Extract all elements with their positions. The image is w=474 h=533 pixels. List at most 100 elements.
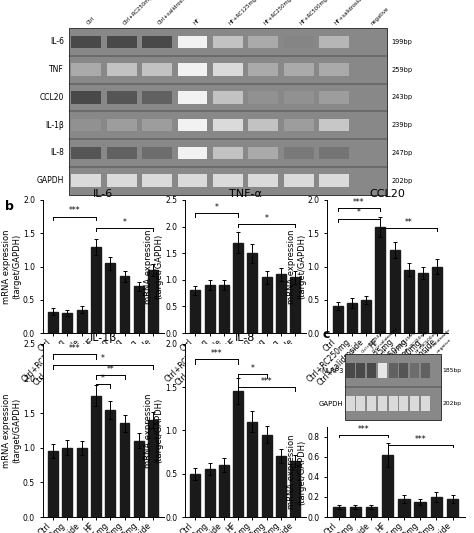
Bar [77, 310, 87, 333]
Bar [105, 409, 115, 517]
Bar [347, 303, 357, 333]
Text: 185bp: 185bp [443, 368, 462, 373]
Bar [63, 448, 73, 517]
Bar [72, 91, 101, 103]
Bar [248, 147, 278, 159]
Text: 243bp: 243bp [392, 94, 413, 100]
Bar [69, 28, 387, 195]
Text: Ctrl: Ctrl [86, 16, 97, 26]
Y-axis label: mRNA expression
(target/GAPDH): mRNA expression (target/GAPDH) [286, 435, 306, 509]
Text: IL-6: IL-6 [50, 37, 64, 46]
Bar [233, 243, 243, 333]
Text: 202bp: 202bp [443, 401, 462, 406]
Text: HF: HF [192, 18, 201, 26]
Bar [389, 396, 398, 411]
Bar [420, 363, 429, 378]
Bar [48, 451, 58, 517]
Bar [284, 36, 313, 48]
Bar [119, 423, 129, 517]
Bar [367, 363, 376, 378]
Bar [134, 287, 144, 333]
Bar [213, 36, 243, 48]
Text: HF+RC500mg: HF+RC500mg [414, 329, 439, 353]
Bar [91, 395, 101, 517]
Text: Ctrl+RC250mg: Ctrl+RC250mg [122, 0, 154, 26]
Text: CCL20: CCL20 [40, 93, 64, 102]
Bar [63, 313, 73, 333]
Text: *: * [250, 364, 255, 373]
Bar [375, 227, 385, 333]
Text: Ctrl: Ctrl [350, 345, 359, 353]
Text: GAPDH: GAPDH [36, 176, 64, 185]
Bar [333, 507, 345, 517]
Text: HF+RC500mg: HF+RC500mg [299, 0, 328, 26]
Text: **: ** [405, 218, 413, 227]
Text: HF+RC125mg: HF+RC125mg [393, 329, 418, 353]
Bar [213, 119, 243, 132]
Text: ***: *** [69, 206, 81, 215]
Bar [142, 63, 172, 76]
Bar [72, 174, 101, 187]
Text: 202bp: 202bp [392, 177, 413, 184]
Bar [398, 499, 410, 517]
Text: Ctrl+salidroside: Ctrl+salidroside [372, 326, 399, 353]
Bar [382, 455, 393, 517]
Bar [410, 363, 419, 378]
Bar [418, 273, 428, 333]
Text: negative: negative [436, 337, 452, 353]
Bar [178, 63, 207, 76]
Y-axis label: mRNA expression
(target/GAPDH): mRNA expression (target/GAPDH) [144, 229, 164, 304]
Bar [432, 266, 442, 333]
Title: IL-6: IL-6 [93, 189, 113, 199]
Text: ***: *** [414, 435, 426, 444]
Bar [142, 36, 172, 48]
Bar [404, 270, 414, 333]
Bar [178, 91, 207, 103]
Text: GAPDH: GAPDH [319, 400, 344, 407]
Bar [420, 396, 429, 411]
Bar [366, 507, 377, 517]
Text: IL-8: IL-8 [50, 148, 64, 157]
Bar [319, 63, 349, 76]
Y-axis label: mRNA expression
(target/GAPDH): mRNA expression (target/GAPDH) [286, 229, 306, 304]
Bar [356, 363, 365, 378]
Bar [105, 263, 115, 333]
Bar [107, 119, 137, 132]
Text: HF+RC250mg: HF+RC250mg [263, 0, 293, 26]
Bar [248, 174, 278, 187]
Text: 199bp: 199bp [392, 39, 412, 45]
Text: HF+RC250mg: HF+RC250mg [404, 329, 428, 353]
Bar [290, 461, 300, 517]
Bar [142, 91, 172, 103]
Bar [248, 119, 278, 132]
Text: HF+salidroside: HF+salidroside [334, 0, 366, 26]
Bar [248, 63, 278, 76]
Bar [233, 391, 243, 517]
Text: ***: *** [357, 425, 369, 434]
Bar [276, 456, 286, 517]
Bar [205, 470, 215, 517]
Bar [107, 36, 137, 48]
Text: ***: *** [211, 349, 223, 358]
Bar [219, 465, 229, 517]
Text: ***: *** [261, 377, 273, 386]
Bar [107, 147, 137, 159]
Title: CCL20: CCL20 [370, 189, 405, 199]
Text: *: * [101, 374, 105, 383]
Bar [367, 396, 376, 411]
Bar [284, 63, 313, 76]
Bar [345, 354, 441, 420]
Bar [390, 250, 400, 333]
Text: *: * [265, 214, 269, 223]
Bar [333, 306, 343, 333]
Text: HF: HF [383, 346, 389, 353]
Bar [319, 174, 349, 187]
Text: 239bp: 239bp [392, 122, 413, 128]
Bar [72, 119, 101, 132]
Bar [178, 36, 207, 48]
Text: **: ** [106, 365, 114, 374]
Bar [142, 174, 172, 187]
Text: *: * [123, 218, 127, 227]
Bar [284, 147, 313, 159]
Bar [119, 277, 129, 333]
